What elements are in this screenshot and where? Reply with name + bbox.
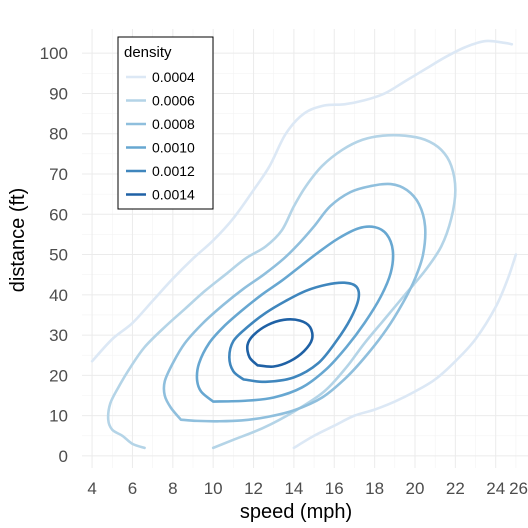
- legend-label: 0.0004: [152, 69, 195, 85]
- x-tick-label: 10: [204, 479, 223, 498]
- legend-label: 0.0014: [152, 187, 195, 203]
- legend-label: 0.0010: [152, 140, 195, 156]
- legend-label: 0.0012: [152, 163, 195, 179]
- y-tick-label: 80: [49, 125, 68, 144]
- x-tick-label: 24: [486, 479, 505, 498]
- x-tick-label: 14: [284, 479, 303, 498]
- tick-layer: 4 6 8 10 12 14 16 18 20 22 24 26 0 10 20 30 40 50 60 70 80 90…: [40, 44, 528, 498]
- y-tick-label: 20: [49, 366, 68, 385]
- y-tick-label: 0: [59, 447, 68, 466]
- y-tick-label: 10: [49, 407, 68, 426]
- x-tick-label: 6: [128, 479, 137, 498]
- y-tick-label: 70: [49, 165, 68, 184]
- legend-entries: 0.0004 0.0006 0.0008 0.0010 0.0012 0.0014: [126, 69, 195, 203]
- x-tick-label: 20: [406, 479, 425, 498]
- y-tick-label: 30: [49, 326, 68, 345]
- y-tick-label: 60: [49, 205, 68, 224]
- x-tick-label: 12: [244, 479, 263, 498]
- contour-line: [162, 182, 427, 423]
- x-axis-title: speed (mph): [240, 501, 352, 523]
- grid-layer: [82, 29, 528, 468]
- contour-level-6: [245, 318, 314, 368]
- contour-level-1: [90, 39, 518, 450]
- legend-title: density: [124, 44, 172, 61]
- contour-level-4: [195, 225, 395, 403]
- legend-label: 0.0006: [152, 93, 195, 109]
- contour-level-2: [106, 133, 457, 450]
- contour-level-5: [228, 281, 361, 384]
- contour-line: [90, 39, 514, 363]
- contour-level-3: [162, 182, 427, 423]
- contour-layer: [90, 39, 518, 450]
- contour-line: [245, 318, 314, 368]
- y-tick-label: 100: [40, 44, 68, 63]
- contour-line: [292, 253, 518, 450]
- legend: density 0.00040.00060.00080.00100.00120.…: [117, 36, 214, 210]
- y-tick-label: 90: [49, 84, 68, 103]
- y-tick-label: 50: [49, 246, 68, 265]
- contour-line: [195, 225, 395, 403]
- x-tick-label: 8: [168, 479, 177, 498]
- y-tick-label: 40: [49, 286, 68, 305]
- contour-line: [106, 133, 457, 450]
- x-tick-label: 18: [365, 479, 384, 498]
- y-axis-title: distance (ft): [7, 188, 29, 292]
- x-tick-label: 16: [325, 479, 344, 498]
- x-tick-label: 26: [509, 479, 528, 498]
- x-tick-label: 22: [446, 479, 465, 498]
- contour-line: [228, 281, 361, 384]
- legend-label: 0.0008: [152, 116, 195, 132]
- x-tick-label: 4: [87, 479, 96, 498]
